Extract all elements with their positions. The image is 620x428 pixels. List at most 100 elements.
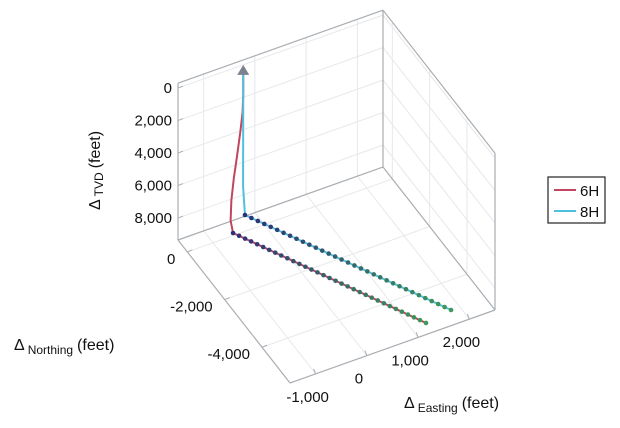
stage-marker-8H [332,254,338,259]
stage-marker-8H [410,289,415,295]
stage-marker-8H [371,272,377,277]
z-tick-label: 0 [164,80,172,97]
stage-marker-8H [422,295,428,301]
stage-marker-6H [254,241,260,247]
grid-line-z [382,144,496,289]
stage-marker-6H [309,267,314,272]
stage-marker-8H [390,280,396,286]
stage-marker-6H [236,233,242,239]
stage-marker-6H [297,261,302,267]
legend-box [547,176,606,224]
axis-edge [177,9,384,84]
z-tick-label: 2,000 [134,113,172,130]
stage-marker-6H [387,303,393,309]
z-tick-label: 8,000 [134,210,172,227]
stage-marker-8H [326,251,331,256]
legend: 6H 8H [547,176,606,224]
grid-line-y [261,273,468,348]
stage-marker-8H [358,266,364,271]
stage-marker-6H [339,281,344,286]
trajectory-traces [229,64,454,326]
tick-labels: 0 2,000 4,000 6,000 8,000 0 -2,000 -4,000 -1,000… [134,80,480,406]
stage-marker-6H [357,289,362,295]
z-tick-label: 6,000 [134,178,172,195]
stage-marker-6H [393,306,399,312]
grid-line-x [305,194,419,338]
stage-marker-6H [260,244,266,250]
grid-line-x [356,175,470,320]
stage-marker-8H [268,224,274,230]
wellhead-marker-icon [237,64,250,75]
stage-marker-6H [399,309,405,315]
grid-line-z [382,112,496,256]
y-tick [187,249,193,253]
y-tick-label: -2,000 [170,299,213,316]
z-tick-label: 4,000 [134,145,172,162]
stage-marker-6H [315,270,320,275]
stage-marker-6H [375,298,381,303]
x-tick [415,332,419,338]
z-tick [177,118,184,122]
x-tick-label: 0 [355,371,363,388]
stage-marker-6H [351,286,356,292]
x-tick [364,350,368,356]
grid-line-z [177,144,384,219]
grid-line-z [177,79,384,154]
y-tick-label: 0 [167,251,175,268]
stage-marker-8H [307,242,312,248]
x-tick-label: -1,000 [286,389,329,406]
stage-marker-8H [397,283,402,289]
y-tick-label: -4,000 [207,346,250,363]
z-tick [177,183,184,187]
grid-line-x [203,230,317,375]
axis-edge [289,309,496,384]
stage-marker-8H [429,298,435,304]
stage-marker-8H [442,304,447,310]
x-tick [313,368,317,375]
grid-line-z [382,47,496,191]
axis-edge [177,239,291,384]
stage-marker-8H [294,236,299,242]
axis-edge [177,166,384,241]
grid-line-y [187,178,393,253]
stage-marker-8H [300,239,306,245]
stage-marker-8H [384,278,389,283]
stage-marker-6H [417,317,423,323]
x-tick [466,313,470,320]
stage-marker-6H [369,295,375,300]
grid-line-z [382,14,496,159]
stage-marker-6H [363,292,369,298]
stage-marker-8H [287,233,293,239]
y-tick [224,297,230,301]
grid-line-z [177,14,384,89]
stage-marker-8H [242,212,248,218]
stage-marker-8H [345,260,351,265]
stage-marker-8H [339,257,344,262]
stage-marker-6H [321,272,326,278]
z-tick [177,85,184,89]
stage-marker-6H [423,320,429,326]
stage-marker-8H [416,292,422,298]
z-axis-label: ΔTVD(feet) [87,131,106,210]
stage-marker-6H [333,278,338,284]
axes-box [177,9,496,384]
stage-marker-6H [327,275,332,281]
stage-marker-8H [281,230,286,236]
stage-marker-6H [278,253,284,258]
z-tick [177,215,184,219]
y-tick [261,344,268,348]
stage-marker-6H [230,230,236,236]
stage-marker-8H [274,227,280,233]
stage-marker-6H [381,300,387,306]
x-tick-label: 2,000 [443,334,481,351]
stage-marker-8H [249,215,254,221]
grid-line-x [254,212,368,356]
grid-line-z [177,112,384,187]
y-axis-label: Δ Northing (feet) [14,337,114,357]
stage-marker-8H [365,269,370,274]
stage-marker-6H [405,312,411,317]
stage-marker-6H [285,256,290,261]
stage-marker-8H [352,263,357,268]
stage-marker-6H [303,264,308,270]
